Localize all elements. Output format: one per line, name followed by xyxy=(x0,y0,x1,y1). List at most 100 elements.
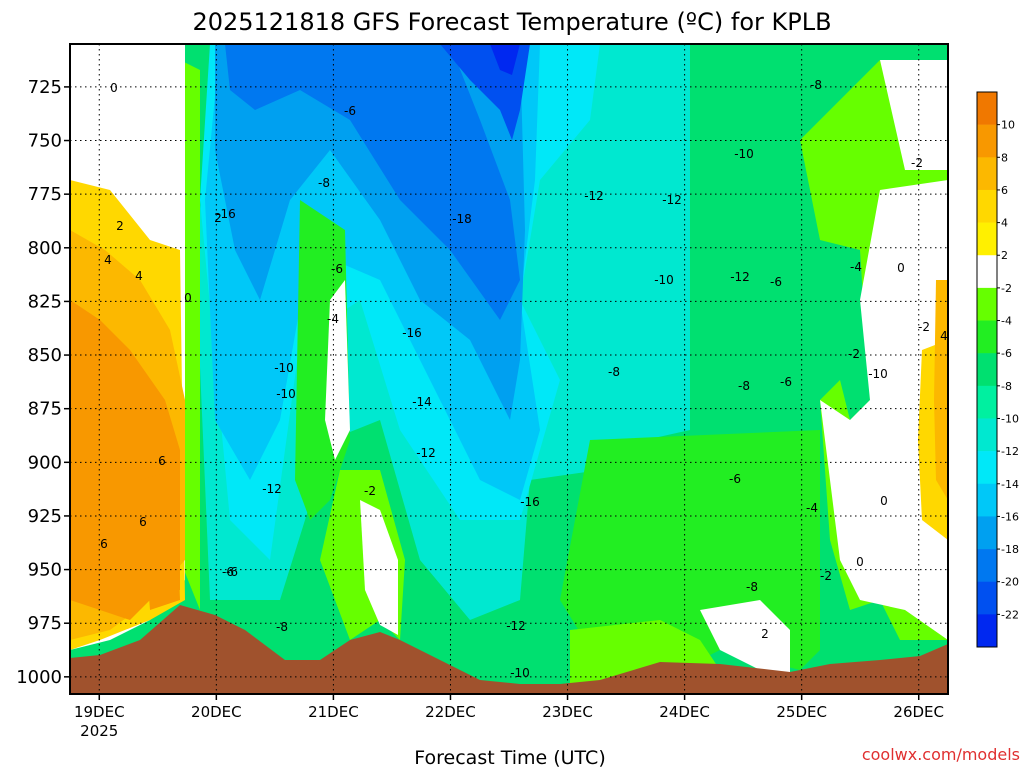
temperature-band xyxy=(360,500,398,635)
contour-label: -6 xyxy=(222,565,234,579)
colorbar-label: -4 xyxy=(1001,315,1012,328)
contour-label: -16 xyxy=(520,495,540,509)
x-tick-label: 26DEC xyxy=(893,703,944,721)
colorbar-swatch xyxy=(977,287,997,321)
temperature-band xyxy=(490,44,520,75)
contour-label: 4 xyxy=(940,329,948,343)
contour-label: -2 xyxy=(911,156,923,170)
contour-label: 0 xyxy=(184,291,192,305)
colorbar-swatch xyxy=(977,549,997,583)
colorbar-swatch xyxy=(977,222,997,256)
contour-label: -8 xyxy=(608,365,620,379)
contour-label: -6 xyxy=(770,275,782,289)
y-tick-label: 900 xyxy=(28,452,62,473)
credit-text: coolwx.com/models xyxy=(862,745,1020,764)
x-tick-label: 25DEC xyxy=(776,703,827,721)
colorbar-label: -18 xyxy=(1001,543,1019,556)
contour-label: -10 xyxy=(510,666,530,680)
contour-label: 2 xyxy=(761,627,769,641)
contour-label: 2 xyxy=(214,211,222,225)
contour-label: 4 xyxy=(135,269,143,283)
x-axis-label: Forecast Time (UTC) xyxy=(414,747,605,768)
contour-label: 0 xyxy=(897,261,905,275)
colorbar-swatch xyxy=(977,451,997,485)
y-tick-label: 850 xyxy=(28,345,62,366)
contour-label: -12 xyxy=(662,193,682,207)
contour-label: -6 xyxy=(780,375,792,389)
contour-label: -2 xyxy=(820,569,832,583)
contour-label: -10 xyxy=(734,147,754,161)
colorbar-swatch xyxy=(977,157,997,191)
y-tick-label: 775 xyxy=(28,184,62,205)
x-tick-label: 20DEC xyxy=(191,703,242,721)
x-tick-label: 24DEC xyxy=(659,703,710,721)
colorbar-label: -20 xyxy=(1001,576,1019,589)
contour-label: -10 xyxy=(274,361,294,375)
contour-label: -10 xyxy=(654,273,674,287)
contour-label: -8 xyxy=(738,379,750,393)
y-tick-label: 950 xyxy=(28,560,62,581)
colorbar-swatch xyxy=(977,92,997,125)
contour-label: -4 xyxy=(806,501,818,515)
y-axis-ticks: 725 750 775 800 825 850 875 900 925 950 975 1000 xyxy=(16,77,70,688)
contour-label: -6 xyxy=(226,565,238,579)
colorbar-label: -2 xyxy=(1001,282,1012,295)
temperature-band xyxy=(140,470,180,610)
y-tick-label: 725 xyxy=(28,77,62,98)
plot-frame xyxy=(69,43,949,695)
y-tick-label: 825 xyxy=(28,291,62,312)
colorbar-swatch xyxy=(977,614,997,648)
terrain-surface xyxy=(70,605,948,694)
plot-area: 02446660-16-10-10-12-6-8-6-6-4-2-8-18-16… xyxy=(70,44,948,694)
colorbar-label: -22 xyxy=(1001,608,1019,621)
chart-title: 2025121818 GFS Forecast Temperature (ºC)… xyxy=(192,8,831,36)
colorbar-label: 4 xyxy=(1001,217,1008,230)
contour-label: -4 xyxy=(327,312,339,326)
y-tick-label: 750 xyxy=(28,131,62,152)
colorbar-swatch xyxy=(977,255,997,289)
contour-label: -6 xyxy=(331,262,343,276)
colorbar-label: -14 xyxy=(1001,478,1019,491)
contour-label: -2 xyxy=(364,484,376,498)
colorbar-label: -8 xyxy=(1001,380,1012,393)
contour-label: -2 xyxy=(918,320,930,334)
contour-label: -14 xyxy=(412,395,432,409)
contour-label: -10 xyxy=(868,367,888,381)
contour-label: -6 xyxy=(344,104,356,118)
colorbar-label: -6 xyxy=(1001,347,1012,360)
temperature-band xyxy=(880,60,948,170)
contour-label: -12 xyxy=(506,619,526,633)
y-tick-label: 875 xyxy=(28,399,62,420)
temperature-band xyxy=(934,280,948,500)
temperature-band xyxy=(820,180,948,640)
contour-label: 4 xyxy=(104,253,112,267)
x-tick-label: 23DEC xyxy=(542,703,593,721)
x-tick-sublabel: 2025 xyxy=(80,722,118,740)
y-tick-label: 1000 xyxy=(16,667,62,688)
contour-label: 6 xyxy=(158,454,166,468)
contour-label: -18 xyxy=(452,212,472,226)
y-tick-label: 975 xyxy=(28,613,62,634)
contour-labels: 02446660-16-10-10-12-6-8-6-6-4-2-8-18-16… xyxy=(100,78,948,680)
contour-label: -8 xyxy=(318,176,330,190)
colorbar-swatch xyxy=(977,385,997,419)
x-tick-label: 21DEC xyxy=(308,703,359,721)
colorbar: 10 8 6 4 2 -2 -4 -6 -8 -10 -12 -14 -16 -18 -20 -22 xyxy=(976,91,1019,648)
colorbar-label: -10 xyxy=(1001,412,1019,425)
contour-label: -4 xyxy=(850,260,862,274)
colorbar-frame xyxy=(976,91,998,648)
temperature-bands xyxy=(70,44,948,690)
contour-label: -12 xyxy=(416,446,436,460)
colorbar-swatch xyxy=(977,483,997,517)
contour-label: -10 xyxy=(276,387,296,401)
colorbar-swatch xyxy=(977,581,997,615)
temperature-band xyxy=(225,44,520,320)
colorbar-label: 2 xyxy=(1001,249,1008,262)
contour-label: -8 xyxy=(276,620,288,634)
contour-label: -16 xyxy=(216,207,236,221)
contour-label: -12 xyxy=(584,189,604,203)
y-tick-label: 800 xyxy=(28,238,62,259)
temperature-band xyxy=(700,600,790,680)
